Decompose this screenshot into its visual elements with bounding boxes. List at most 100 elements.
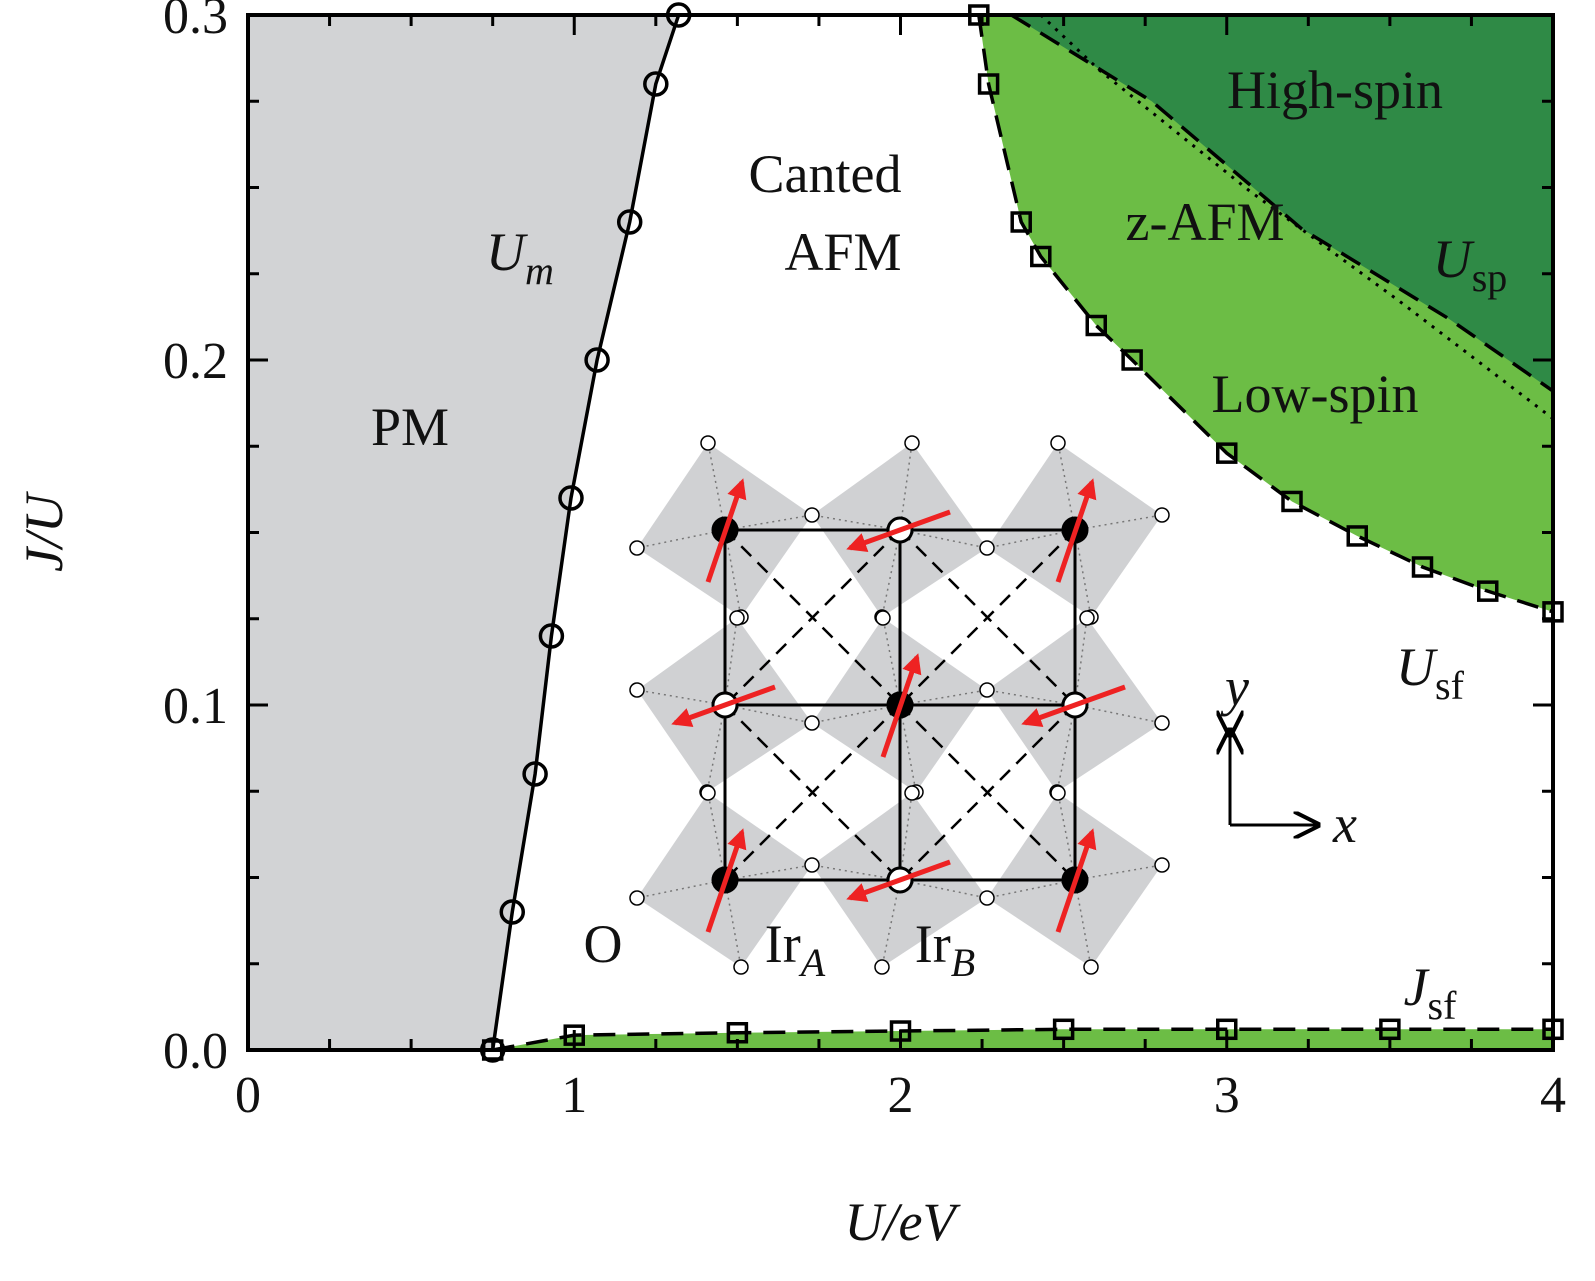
bond: [724, 864, 813, 881]
region-label: z-AFM: [1126, 192, 1285, 252]
region-label: IrA: [765, 914, 826, 985]
oxygen-atom: [979, 540, 995, 556]
region-label: Low-spin: [1212, 364, 1419, 424]
region-label: IrB: [915, 914, 975, 985]
region-label: Jsf: [1404, 957, 1458, 1028]
oxygen-atom: [1154, 715, 1170, 731]
region-fill: [1011, 15, 1553, 392]
y-tick-label: 0.0: [163, 1023, 228, 1080]
point-marker: [977, 73, 1000, 95]
oxygen-atom: [979, 890, 995, 906]
y-tick-label: 0.1: [163, 678, 228, 735]
point-marker: [643, 71, 669, 97]
boundaries: [479, 2, 1564, 1063]
point-marker: [538, 623, 565, 649]
oxygen-atom: [700, 785, 716, 801]
region-label: Canted: [749, 144, 902, 204]
point-marker: [1030, 245, 1052, 268]
label-text: O: [584, 914, 623, 974]
oxygen-atom: [1154, 507, 1170, 523]
point-marker: [1052, 1018, 1075, 1041]
region-label: y: [1220, 657, 1249, 717]
oxygen-atom: [874, 959, 890, 975]
x-tick-label: 3: [1214, 1067, 1240, 1124]
bond: [707, 792, 726, 881]
diagonal: [899, 529, 1076, 706]
label-text: U: [486, 222, 528, 282]
oxygen-atom: [804, 715, 820, 731]
x-tick-label: 4: [1540, 1067, 1566, 1124]
region-label: x: [1332, 794, 1357, 854]
bond: [1074, 879, 1092, 968]
oxygen-atom: [904, 785, 920, 801]
region-label: High-spin: [1227, 60, 1443, 120]
bond: [1057, 442, 1076, 531]
label-text: Canted: [749, 144, 902, 204]
bond: [1057, 792, 1076, 881]
oxygen-atom: [979, 682, 995, 698]
label-text: Ir: [765, 914, 801, 974]
boundary-line: [490, 14, 681, 1051]
region-label: PM: [371, 397, 449, 457]
oxygen-atom: [1050, 435, 1066, 451]
label-text: Low-spin: [1212, 364, 1419, 424]
region-label: O: [584, 914, 623, 974]
point-marker: [1121, 349, 1143, 371]
bond: [899, 792, 913, 881]
boundary-line: [1010, 13, 1554, 393]
bond: [1074, 529, 1092, 618]
oxygen-atom: [629, 682, 645, 698]
label-subscript: A: [798, 940, 826, 985]
boundary-line: [492, 1027, 1553, 1052]
label-text: AFM: [784, 222, 901, 282]
label-text: U: [1433, 229, 1475, 289]
oxygen-atom: [1079, 610, 1095, 626]
label-text: High-spin: [1227, 60, 1443, 120]
label-text: y: [1220, 657, 1249, 717]
point-marker: [1281, 490, 1303, 513]
point-marker: [1477, 580, 1499, 602]
oxygen-atom: [804, 857, 820, 873]
bond: [724, 529, 742, 618]
diagonal: [724, 529, 901, 706]
bond: [1074, 617, 1088, 706]
oxygen-atom: [700, 435, 716, 451]
label-text: PM: [371, 397, 449, 457]
oxygen-atom: [629, 540, 645, 556]
oxygen-atom: [1050, 785, 1066, 801]
oxygen-atom: [1083, 959, 1099, 975]
point-marker: [616, 209, 643, 235]
oxygen-atom: [729, 610, 745, 626]
label-subscript: B: [951, 940, 975, 985]
bond: [899, 704, 917, 793]
point-marker: [1411, 556, 1434, 578]
bond: [724, 514, 813, 531]
y-tick-label: 0.3: [163, 0, 228, 45]
y-tick-label: 0.2: [163, 333, 228, 390]
oxygen-atom: [804, 507, 820, 523]
point-marker: [1379, 1018, 1401, 1041]
lattice-inset: [629, 435, 1318, 975]
oxygen-atom: [904, 435, 920, 451]
bond: [899, 689, 988, 706]
point-marker: [499, 899, 526, 925]
oxygen-atom: [733, 959, 749, 975]
boundary-line: [977, 14, 1554, 614]
point-marker: [522, 761, 548, 787]
region-label: Um: [486, 222, 554, 293]
point-marker: [1346, 525, 1368, 547]
regions: [248, 15, 1553, 1050]
label-text: Ir: [915, 914, 951, 974]
spin-arrow: [846, 859, 951, 902]
point-marker: [1216, 442, 1238, 464]
diagonal: [724, 704, 901, 881]
point-marker: [1085, 314, 1107, 337]
spin-arrow: [705, 478, 747, 583]
spin-arrow: [671, 684, 776, 727]
oxygen-atom: [875, 610, 891, 626]
label-subscript: m: [525, 248, 554, 293]
spin-arrow: [846, 509, 951, 552]
